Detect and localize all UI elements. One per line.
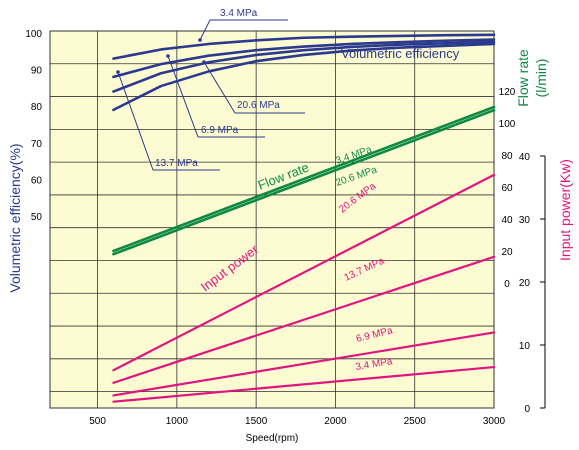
efficiency-tick-label: 100 bbox=[25, 29, 42, 40]
series-line bbox=[112, 365, 496, 403]
x-axis-title: Speed(rpm) bbox=[246, 433, 299, 444]
flow-tick-label: 0 bbox=[504, 279, 510, 290]
data-lines bbox=[112, 33, 496, 403]
plot-area bbox=[49, 30, 495, 409]
efficiency-tick-label: 60 bbox=[31, 175, 43, 186]
series-line bbox=[112, 33, 496, 60]
eff-label-20-6: 20.6 MPa bbox=[237, 100, 280, 111]
flow-tick-label: 40 bbox=[501, 215, 513, 226]
power-tick-label: 0 bbox=[524, 404, 530, 415]
series-line bbox=[112, 108, 496, 256]
callout-leader bbox=[117, 71, 154, 171]
callout-arrowhead bbox=[116, 70, 120, 74]
callout-leader bbox=[199, 19, 211, 41]
flow-tick-label: 120 bbox=[499, 87, 516, 98]
x-tick-label: 1500 bbox=[245, 416, 268, 427]
x-tick-label: 500 bbox=[89, 416, 106, 427]
x-tick-label: 1000 bbox=[166, 416, 189, 427]
callout-leader bbox=[203, 61, 236, 114]
series-line bbox=[112, 38, 496, 79]
grid bbox=[50, 31, 494, 408]
flow-tick-label: 100 bbox=[499, 119, 516, 130]
efficiency-tick-label: 90 bbox=[31, 66, 43, 77]
flow-tick-label: 80 bbox=[501, 151, 513, 162]
x-tick-label: 2000 bbox=[324, 416, 347, 427]
eff-label-6-9: 6.9 MPa bbox=[201, 125, 239, 136]
series-line bbox=[112, 40, 496, 93]
eff-label-13-7: 13.7 MPa bbox=[155, 158, 198, 169]
flow-axis-title-line2: (l/min) bbox=[533, 59, 549, 98]
callout-leaders bbox=[116, 19, 305, 171]
power-tick-label: 10 bbox=[519, 341, 531, 352]
power-tick-label: 20 bbox=[519, 278, 531, 289]
callout-arrowhead bbox=[198, 38, 202, 42]
volumetric-efficiency-label: Volumetric efficiency bbox=[341, 46, 460, 61]
series-line bbox=[112, 331, 496, 397]
efficiency-tick-label: 80 bbox=[31, 102, 43, 113]
x-tick-label: 3000 bbox=[483, 416, 506, 427]
flow-tick-label: 20 bbox=[501, 247, 513, 258]
series-line bbox=[112, 173, 496, 372]
efficiency-tick-label: 70 bbox=[31, 139, 43, 150]
x-tick-label: 2500 bbox=[404, 416, 427, 427]
callout-arrowhead bbox=[202, 60, 206, 64]
efficiency-tick-label: 50 bbox=[31, 212, 43, 223]
flow-axis-title-line1: Flow rate bbox=[515, 49, 531, 107]
series-line bbox=[112, 105, 496, 253]
eff-label-3-4: 3.4 MPa bbox=[220, 8, 258, 19]
left-axis-title: Volumetric efficiency(%) bbox=[7, 143, 23, 292]
tick-labels: 500 1000 1500 2000 2500 300050607080901000204… bbox=[25, 29, 546, 427]
series-line bbox=[112, 255, 496, 384]
callout-arrowhead bbox=[166, 54, 170, 58]
power-tick-label: 40 bbox=[519, 152, 531, 163]
power-axis-title: Input power(Kw) bbox=[557, 159, 573, 261]
callout-leader bbox=[167, 55, 199, 138]
flow-tick-label: 60 bbox=[501, 183, 513, 194]
power-tick-label: 30 bbox=[519, 215, 531, 226]
